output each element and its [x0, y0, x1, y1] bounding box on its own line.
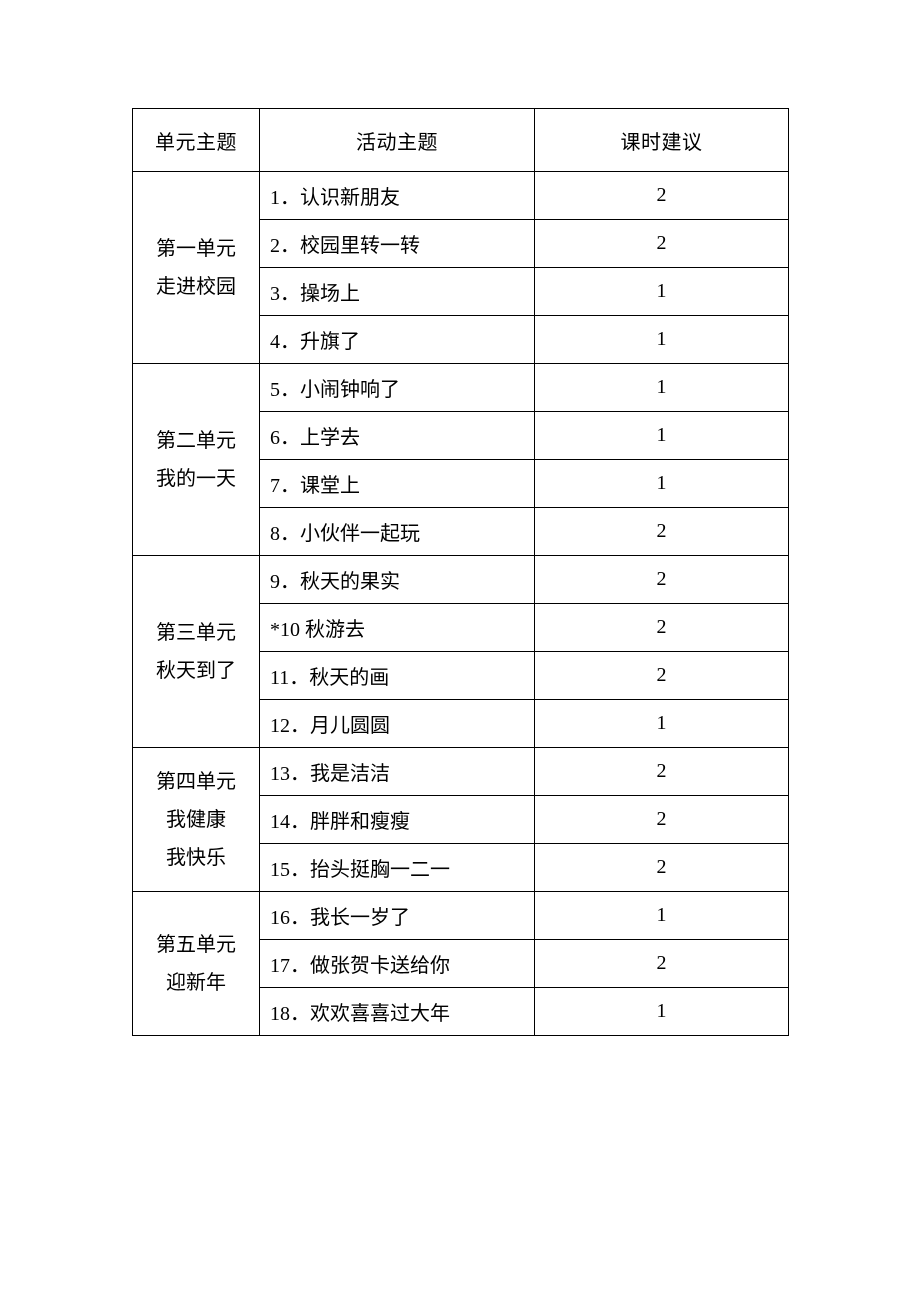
activity-cell: 6．上学去 [260, 412, 535, 460]
activity-cell: 9．秋天的果实 [260, 556, 535, 604]
activity-cell: 3．操场上 [260, 268, 535, 316]
hours-cell: 1 [535, 700, 789, 748]
header-hours: 课时建议 [535, 109, 789, 172]
curriculum-table-container: 单元主题 活动主题 课时建议 第一单元走进校园1．认识新朋友22．校园里转一转2… [132, 108, 788, 1036]
hours-cell: 1 [535, 364, 789, 412]
unit-title-cell: 第一单元走进校园 [133, 172, 260, 364]
activity-cell: 15．抬头挺胸一二一 [260, 844, 535, 892]
hours-cell: 2 [535, 508, 789, 556]
hours-cell: 2 [535, 796, 789, 844]
unit-title-cell: 第五单元迎新年 [133, 892, 260, 1036]
activity-cell: *10 秋游去 [260, 604, 535, 652]
hours-cell: 2 [535, 652, 789, 700]
activity-cell: 13．我是洁洁 [260, 748, 535, 796]
hours-cell: 2 [535, 748, 789, 796]
header-row: 单元主题 活动主题 课时建议 [133, 109, 789, 172]
hours-cell: 1 [535, 460, 789, 508]
activity-cell: 11．秋天的画 [260, 652, 535, 700]
activity-cell: 4．升旗了 [260, 316, 535, 364]
table-row: 第一单元走进校园1．认识新朋友2 [133, 172, 789, 220]
curriculum-table: 单元主题 活动主题 课时建议 第一单元走进校园1．认识新朋友22．校园里转一转2… [132, 108, 789, 1036]
hours-cell: 2 [535, 844, 789, 892]
hours-cell: 2 [535, 940, 789, 988]
unit-title-cell: 第三单元秋天到了 [133, 556, 260, 748]
table-row: 第三单元秋天到了9．秋天的果实2 [133, 556, 789, 604]
table-body: 第一单元走进校园1．认识新朋友22．校园里转一转23．操场上14．升旗了1第二单… [133, 172, 789, 1036]
hours-cell: 1 [535, 268, 789, 316]
hours-cell: 2 [535, 172, 789, 220]
activity-cell: 17．做张贺卡送给你 [260, 940, 535, 988]
activity-cell: 1．认识新朋友 [260, 172, 535, 220]
activity-cell: 14．胖胖和瘦瘦 [260, 796, 535, 844]
activity-cell: 18．欢欢喜喜过大年 [260, 988, 535, 1036]
table-row: 第五单元迎新年16．我长一岁了1 [133, 892, 789, 940]
activity-cell: 8．小伙伴一起玩 [260, 508, 535, 556]
hours-cell: 2 [535, 556, 789, 604]
table-row: 第四单元我健康我快乐13．我是洁洁2 [133, 748, 789, 796]
activity-cell: 5．小闹钟响了 [260, 364, 535, 412]
hours-cell: 1 [535, 412, 789, 460]
activity-cell: 12．月儿圆圆 [260, 700, 535, 748]
unit-title-cell: 第二单元我的一天 [133, 364, 260, 556]
activity-cell: 7．课堂上 [260, 460, 535, 508]
table-row: 第二单元我的一天5．小闹钟响了1 [133, 364, 789, 412]
hours-cell: 2 [535, 220, 789, 268]
header-activity: 活动主题 [260, 109, 535, 172]
hours-cell: 2 [535, 604, 789, 652]
hours-cell: 1 [535, 316, 789, 364]
unit-title-cell: 第四单元我健康我快乐 [133, 748, 260, 892]
header-unit: 单元主题 [133, 109, 260, 172]
hours-cell: 1 [535, 892, 789, 940]
activity-cell: 16．我长一岁了 [260, 892, 535, 940]
activity-cell: 2．校园里转一转 [260, 220, 535, 268]
hours-cell: 1 [535, 988, 789, 1036]
